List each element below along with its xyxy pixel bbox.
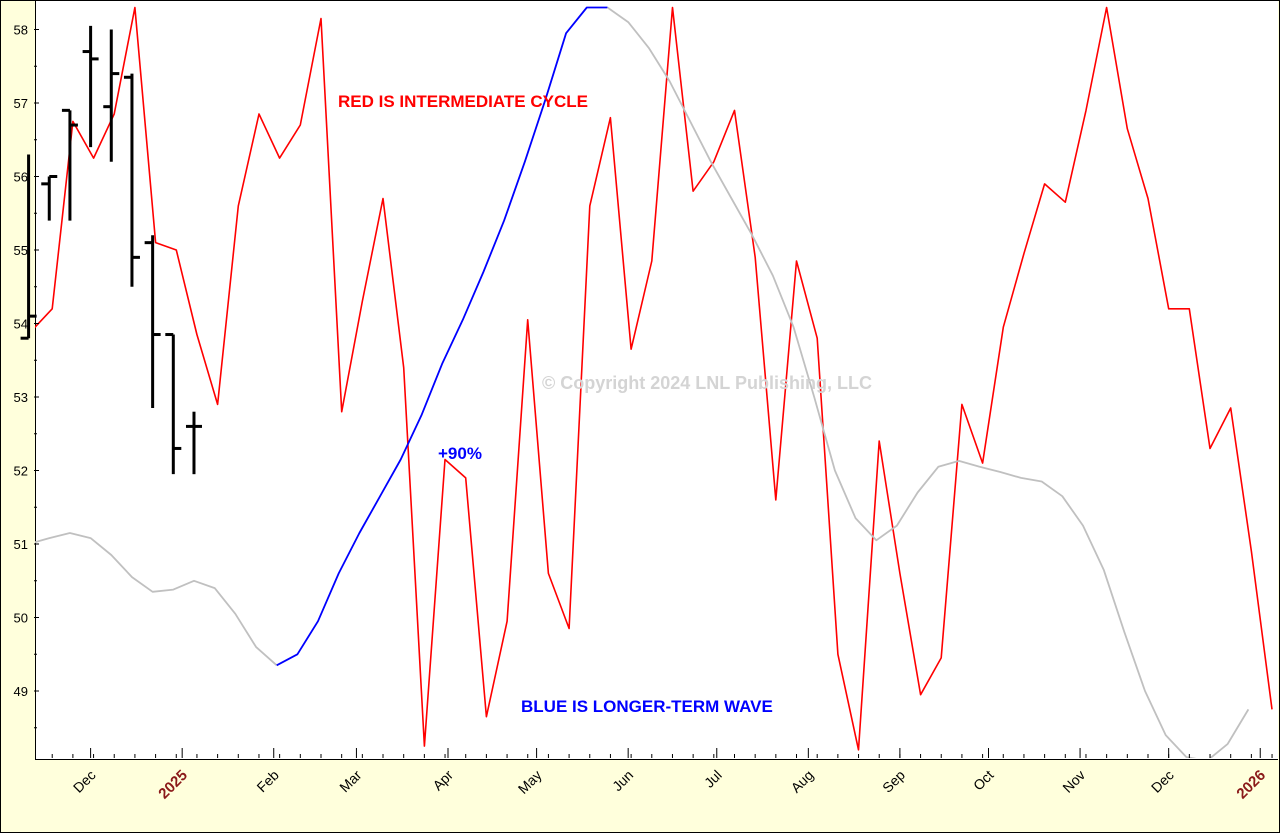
y-tick-label: 58	[14, 23, 28, 38]
price-bar	[144, 235, 161, 409]
y-tick-label: 54	[14, 317, 28, 332]
x-tick-label: Apr	[429, 767, 456, 794]
price-bar	[103, 29, 120, 162]
series-line-1	[35, 532, 278, 666]
price-bar	[20, 154, 37, 340]
x-tick-label: Aug	[788, 767, 817, 796]
y-tick-label: 49	[14, 684, 28, 699]
annotation-blue-wave: BLUE IS LONGER-TERM WAVE	[521, 697, 773, 716]
price-bar	[123, 73, 140, 287]
plot-area	[35, 1, 1278, 760]
price-bar	[165, 333, 182, 475]
x-axis: Dec 2025 Feb Mar Apr May Jun Jul Aug Sep Oct Nov Dec…	[51, 748, 1273, 803]
x-tick-label: Feb	[253, 767, 282, 796]
x-tick-label: Jun	[609, 767, 636, 794]
x-tick-label: Nov	[1059, 767, 1088, 796]
x-tick-label: Oct	[970, 767, 997, 794]
annotation-red-cycle: RED IS INTERMEDIATE CYCLE	[338, 92, 588, 111]
series-layer	[35, 6, 1273, 758]
x-tick-label: Dec	[1148, 767, 1177, 796]
y-axis: 49 50 51 52 53 54 55 56 57 58	[14, 23, 39, 729]
series-line-3	[606, 6, 1250, 758]
annotation-percent: +90%	[438, 444, 482, 463]
x-tick-label-year: 2026	[1233, 767, 1269, 803]
price-bar	[82, 25, 99, 148]
x-tick-label: Jul	[701, 767, 725, 791]
y-tick-label: 53	[14, 390, 28, 405]
x-tick-label-year: 2025	[155, 767, 191, 803]
price-bar	[185, 411, 202, 475]
y-tick-label: 51	[14, 537, 28, 552]
y-tick-label: 57	[14, 96, 28, 111]
y-tick-label: 55	[14, 243, 28, 258]
x-tick-label: Mar	[336, 767, 365, 796]
series-line-0	[35, 6, 1273, 751]
price-bar	[41, 175, 58, 221]
y-tick-label: 56	[14, 170, 28, 185]
price-bar	[61, 108, 78, 221]
x-tick-label: Sep	[879, 767, 908, 796]
y-tick-label: 52	[14, 464, 28, 479]
x-tick-label: Dec	[70, 767, 99, 796]
y-tick-label: 50	[14, 611, 28, 626]
price-bars	[20, 25, 202, 475]
x-tick-label: May	[515, 767, 545, 797]
copyright-watermark: © Copyright 2024 LNL Publishing, LLC	[542, 373, 872, 393]
series-line-2	[276, 6, 608, 667]
